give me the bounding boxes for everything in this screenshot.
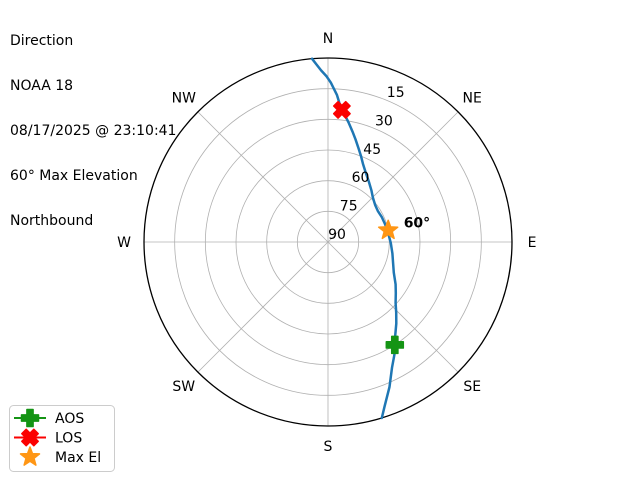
pass-info-block: Direction NOAA 18 08/17/2025 @ 23:10:41 … [10, 4, 176, 259]
elevation-tick-label-60: 60 [352, 170, 370, 186]
los-marker-x-icon [332, 100, 351, 119]
legend-markers [14, 408, 46, 466]
legend-label-aos: AOS [55, 411, 84, 427]
elevation-tick-label-90: 90 [328, 227, 346, 243]
compass-label-e: E [528, 235, 537, 251]
legend: AOS LOS Max El [9, 405, 115, 472]
aos-marker-plus-icon [385, 335, 405, 355]
compass-label-s: S [324, 439, 333, 455]
legend-label-los: LOS [55, 430, 82, 446]
elevation-ring [174, 88, 482, 396]
pass-info-title: Direction [10, 33, 74, 49]
elevation-ring [296, 210, 360, 274]
legend-max_el-star-icon [19, 446, 41, 466]
elevation-ring [204, 118, 452, 366]
satellite-name: NOAA 18 [10, 78, 74, 94]
pass-markers [332, 100, 405, 355]
compass-label-w: W [117, 235, 131, 251]
compass-label-sw: SW [172, 379, 195, 395]
max-el-marker-star-icon [377, 219, 399, 240]
polar-grid [143, 57, 513, 427]
legend-los-x-icon [21, 428, 39, 447]
elevation-tick-label-75: 75 [340, 199, 358, 215]
max-el-annotation: 60° [404, 215, 430, 231]
chart-labels: N NE E SE S SW W NW 15 30 45 60 75 90 60… [117, 31, 536, 455]
compass-label-nw: NW [172, 91, 196, 107]
elevation-tick-label-30: 30 [375, 114, 393, 130]
legend-aos-plus-icon [20, 408, 40, 428]
compass-label-n: N [323, 31, 333, 47]
satellite-track [310, 57, 398, 420]
legend-label-max-el: Max El [55, 450, 101, 466]
compass-label-se: SE [463, 379, 481, 395]
horizon-circle [143, 57, 513, 427]
elevation-tick-label-15: 15 [387, 85, 405, 101]
elevation-ring [235, 149, 421, 335]
pass-timestamp: 08/17/2025 @ 23:10:41 [10, 123, 177, 139]
pass-heading: Northbound [10, 213, 94, 229]
compass-label-ne: NE [463, 91, 482, 107]
elevation-tick-label-45: 45 [363, 142, 381, 158]
max-elevation-text: 60° Max Elevation [10, 168, 138, 184]
